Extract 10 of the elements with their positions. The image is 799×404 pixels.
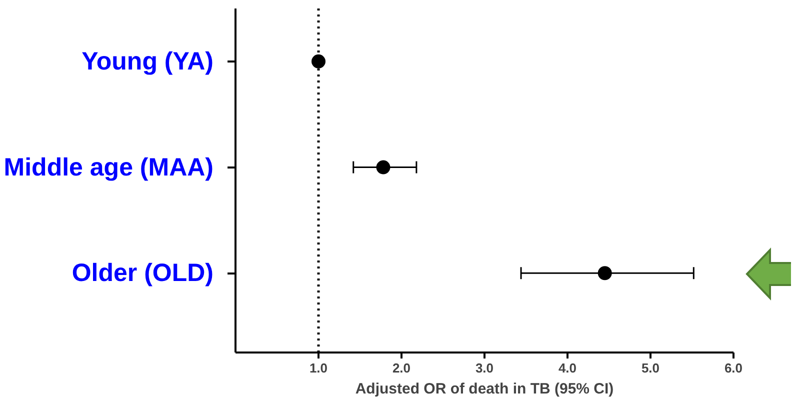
x-tick-label: 5.0 — [641, 360, 660, 376]
x-tick-label: 4.0 — [558, 360, 577, 376]
x-tick-label: 6.0 — [724, 360, 743, 376]
x-tick-label: 1.0 — [309, 360, 328, 376]
x-axis-title: Adjusted OR of death in TB (95% CI) — [355, 380, 614, 398]
y-tick-label: Older (OLD) — [72, 259, 214, 288]
y-tick-label: Middle age (MAA) — [4, 153, 214, 182]
x-tick-label: 3.0 — [475, 360, 494, 376]
y-tick-label: Young (YA) — [82, 47, 214, 76]
x-tick-label: 2.0 — [392, 360, 411, 376]
